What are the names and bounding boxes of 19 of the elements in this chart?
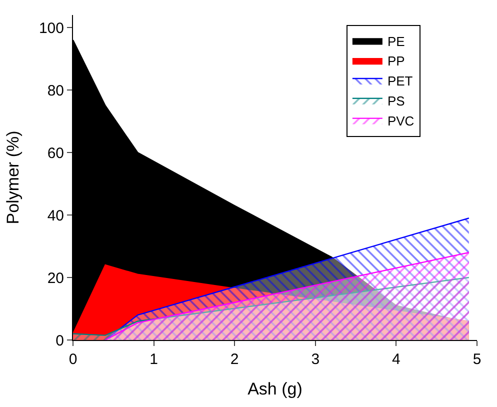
- x-tick-label: 2: [230, 351, 239, 368]
- legend-label: PET: [387, 74, 413, 89]
- y-tick-label: 60: [47, 144, 64, 162]
- y-tick-label: 80: [47, 82, 64, 100]
- legend-label: PP: [387, 54, 405, 69]
- y-tick-label: 100: [38, 20, 64, 37]
- x-tick-label: 3: [311, 351, 320, 368]
- x-tick-label: 5: [472, 351, 482, 368]
- legend-label: PVC: [387, 113, 414, 128]
- x-tick-label: 4: [392, 351, 400, 368]
- y-tick-label: 0: [56, 332, 64, 350]
- legend-label: PE: [387, 34, 406, 49]
- x-tick-label: 0: [68, 351, 78, 368]
- x-axis-title: Ash (g): [248, 379, 302, 398]
- x-tick-label: 1: [150, 351, 158, 368]
- y-tick-label: 20: [47, 270, 64, 287]
- y-axis-title: Polymer (%): [4, 130, 23, 224]
- legend-label: PS: [387, 93, 406, 108]
- y-tick-label: 40: [47, 207, 64, 224]
